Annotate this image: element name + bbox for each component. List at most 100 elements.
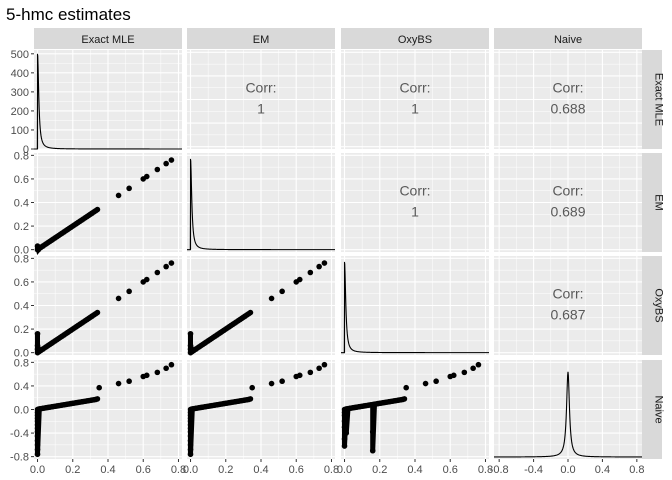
y-tick-label: 0.6	[14, 277, 29, 289]
data-point	[115, 380, 122, 387]
data-point	[279, 378, 285, 385]
row-strip-1	[641, 153, 662, 252]
x-tick-label: 0.6	[443, 464, 458, 476]
y-tick-label: 0.8	[14, 253, 29, 265]
y-tick-label: 100	[11, 125, 29, 137]
data-point	[143, 173, 150, 180]
x-tick-label: 0.4	[595, 464, 610, 476]
data-point	[296, 372, 303, 379]
panel-r0-c3	[494, 50, 642, 149]
dense-point-band	[35, 396, 100, 455]
data-point	[422, 380, 429, 387]
column-strip-3	[494, 28, 642, 49]
data-point	[154, 369, 161, 376]
data-point	[143, 276, 150, 283]
corr-value: 1	[257, 101, 265, 117]
data-point	[475, 361, 482, 368]
x-tick-label: 0.0	[337, 464, 352, 476]
panel-r1-c1	[187, 153, 335, 252]
data-point	[163, 160, 169, 167]
x-tick-label: -0.4	[524, 464, 543, 476]
data-point	[168, 260, 175, 266]
data-point	[126, 288, 132, 295]
corr-label: Corr:	[552, 183, 583, 199]
column-strip-label-1: EM	[253, 34, 270, 46]
chart-title: 5-hmc estimates	[6, 5, 131, 24]
corr-value: 1	[411, 204, 419, 220]
y-tick-label: 0.0	[14, 348, 29, 360]
y-tick-label: 0.2	[14, 324, 29, 336]
data-point	[154, 166, 161, 173]
x-tick-label: 0.4	[407, 464, 422, 476]
y-tick-label: 0.8	[14, 150, 29, 162]
row-strip-label-2: OxyBS	[653, 288, 665, 322]
x-tick-label: 0.2	[65, 464, 80, 476]
data-point	[115, 192, 122, 199]
column-strip-label-2: OxyBS	[398, 34, 432, 46]
panel-r3-c0	[34, 360, 182, 459]
panel-r3-c1	[187, 360, 335, 459]
corr-label: Corr:	[552, 80, 583, 96]
x-tick-label: -0.8	[490, 464, 509, 476]
column-strip-1	[187, 28, 335, 49]
corr-value: 1	[411, 101, 419, 117]
scatter-points-r3-c1	[187, 361, 328, 458]
corr-value: 0.687	[550, 307, 585, 323]
y-tick-label: 0.4	[14, 198, 29, 210]
scatter-points-r2-c1	[187, 260, 328, 356]
data-point	[143, 372, 150, 379]
y-tick-label: 0.0	[14, 405, 29, 417]
x-tick-label: 0.6	[289, 464, 304, 476]
y-tick-label: 500	[11, 49, 29, 61]
dense-point-band	[35, 310, 100, 356]
corr-label: Corr:	[399, 80, 430, 96]
data-point	[403, 384, 409, 391]
panel-r3-c2	[341, 360, 489, 459]
density-line	[494, 371, 642, 458]
panel-grid: Exact MLE EM OxyBS Naive Exact MLE EM OxyBS Nai…	[10, 28, 665, 476]
x-tick-label: 0.2	[372, 464, 387, 476]
data-point	[316, 263, 322, 270]
scatter-points-r2-c0	[34, 260, 175, 356]
y-tick-label: 0.4	[14, 381, 29, 393]
panel-r2-c2	[341, 256, 489, 355]
density-curve-r0-c0	[34, 53, 182, 150]
data-point	[321, 361, 328, 368]
row-strip-0	[641, 50, 662, 149]
scatter-points-r3-c2	[341, 361, 482, 454]
data-point	[115, 295, 122, 302]
data-point	[268, 295, 275, 302]
y-tick-label: 0.6	[14, 174, 29, 186]
x-tick-label: 0.0	[30, 464, 45, 476]
data-point	[307, 369, 314, 376]
data-point	[450, 372, 457, 379]
data-point	[307, 269, 314, 276]
y-tick-label: -0.4	[10, 428, 29, 440]
row-strip-label-0: Exact MLE	[653, 73, 665, 126]
density-curve-r3-c3	[494, 371, 642, 458]
data-point	[168, 157, 175, 163]
data-point	[163, 263, 169, 270]
row-strip-label-1: EM	[653, 194, 665, 211]
data-point	[279, 288, 285, 295]
panel-r0-c1	[187, 50, 335, 149]
y-tick-label: 0.8	[14, 357, 29, 369]
x-tick-label: 0.8	[629, 464, 644, 476]
x-tick-label: 0.0	[183, 464, 198, 476]
corr-label: Corr:	[399, 183, 430, 199]
x-tick-label: 0.4	[253, 464, 268, 476]
y-tick-label: 0.0	[14, 245, 29, 257]
row-strip-label-3: Naive	[653, 395, 665, 423]
data-point	[470, 365, 476, 372]
x-tick-label: 0.4	[100, 464, 115, 476]
column-strip-2	[341, 28, 489, 49]
data-point	[268, 380, 275, 387]
dense-point-band	[188, 310, 253, 356]
column-strip-0	[34, 28, 182, 49]
y-tick-label: 0	[23, 144, 29, 156]
data-point	[126, 185, 132, 192]
panel-r0-c0	[34, 50, 182, 150]
data-point	[433, 378, 439, 385]
scatter-points-r3-c0	[34, 361, 175, 458]
